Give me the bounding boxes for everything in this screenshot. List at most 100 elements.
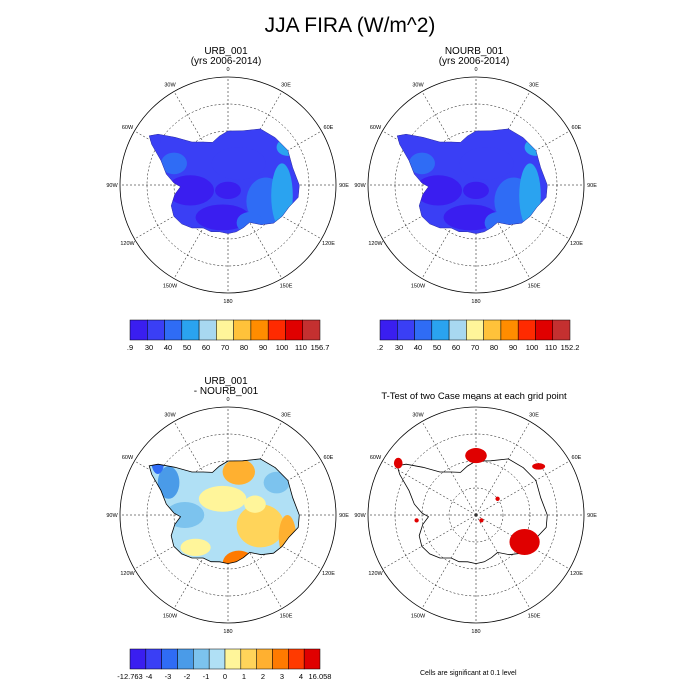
field-cell bbox=[409, 152, 435, 175]
colorbar-3-tick-label: -12.763 bbox=[117, 672, 143, 681]
field-cell bbox=[161, 152, 187, 175]
colorbar-1-tick-label: 100 bbox=[275, 343, 289, 352]
panel-1-title-line2: (yrs 2006-2014) bbox=[190, 56, 262, 67]
field-cell bbox=[244, 495, 266, 513]
longitude-label: 60W bbox=[122, 125, 134, 131]
colorbar-1-swatch bbox=[233, 319, 252, 341]
longitude-label: 30E bbox=[281, 83, 291, 89]
coastline-4 bbox=[396, 458, 548, 565]
meridian-line bbox=[382, 514, 477, 570]
field-cell bbox=[198, 485, 247, 512]
longitude-label: 0 bbox=[474, 397, 477, 403]
latitude-circle bbox=[448, 487, 504, 543]
longitude-label: 120E bbox=[322, 241, 335, 247]
panel-3-title: URB_001 - NOURB_001 bbox=[116, 377, 336, 397]
colorbar-3-swatch bbox=[288, 648, 305, 670]
significant-cell bbox=[465, 448, 487, 464]
coastline-3 bbox=[148, 458, 300, 565]
colorbar-2-tick-label: 90 bbox=[508, 343, 518, 352]
longitude-label: 120E bbox=[570, 241, 583, 247]
significant-cell bbox=[509, 529, 540, 555]
colorbar-2-swatch bbox=[379, 319, 398, 341]
longitude-label: 60W bbox=[370, 455, 382, 461]
panel-2-title-line2: (yrs 2006-2014) bbox=[438, 56, 510, 67]
field-cell bbox=[157, 466, 180, 499]
longitude-label: 90W bbox=[354, 183, 366, 189]
longitude-label: 150W bbox=[411, 613, 426, 619]
colorbar-2-swatch bbox=[552, 319, 571, 341]
panel-2-title: NOURB_001 (yrs 2006-2014) bbox=[364, 47, 584, 67]
colorbar-1-tick-label: 156.7 bbox=[310, 343, 330, 352]
longitude-label: 150E bbox=[528, 283, 541, 289]
colorbar-2-tick-label: 30 bbox=[394, 343, 404, 352]
longitude-label: 120E bbox=[322, 571, 335, 577]
field-cell bbox=[222, 458, 256, 485]
colorbar-2-tick-label: 80 bbox=[489, 343, 499, 352]
longitude-label: 180 bbox=[223, 299, 232, 305]
colorbar-3-tick-label: -3 bbox=[164, 672, 172, 681]
colorbar-1-swatch bbox=[198, 319, 217, 341]
colorbar-2-swatch bbox=[500, 319, 519, 341]
longitude-label: 30E bbox=[529, 83, 539, 89]
field-cell bbox=[263, 471, 290, 494]
significant-cell bbox=[393, 457, 403, 469]
field-cell bbox=[414, 175, 462, 206]
longitude-label: 90W bbox=[106, 183, 118, 189]
field-cell bbox=[202, 522, 233, 540]
longitude-label: 0 bbox=[226, 67, 229, 73]
longitude-label: 150W bbox=[163, 613, 178, 619]
colorbar-2-tick-label: 40 bbox=[413, 343, 423, 352]
field-cell bbox=[463, 181, 489, 200]
colorbar-3-swatch bbox=[208, 648, 226, 670]
meridian-line bbox=[475, 421, 531, 516]
colorbar-1-swatch bbox=[250, 319, 269, 341]
longitude-label: 150W bbox=[411, 283, 426, 289]
colorbar-2-tick-label: 70 bbox=[470, 343, 480, 352]
colorbar-2-swatch bbox=[414, 319, 433, 341]
field-cell bbox=[443, 204, 498, 231]
longitude-label: 60E bbox=[324, 455, 334, 461]
colorbar-1-swatch bbox=[129, 319, 148, 341]
significance-note: Cells are significant at 0.1 level bbox=[420, 670, 517, 677]
colorbar-3-tick-label: 4 bbox=[298, 672, 304, 681]
meridian-line bbox=[475, 460, 570, 516]
colorbar-3-swatch bbox=[145, 648, 162, 670]
significant-cell bbox=[479, 518, 484, 523]
colorbar-1-tick-label: .9 bbox=[126, 343, 134, 352]
panel-4-title-line1: T-Test of two Case means at each grid po… bbox=[381, 391, 567, 402]
colorbar-2-tick-label: 60 bbox=[451, 343, 461, 352]
colorbar-3-tick-label: 3 bbox=[279, 672, 285, 681]
longitude-label: 0 bbox=[226, 397, 229, 403]
colorbar-1-swatch bbox=[147, 319, 165, 341]
colorbar-1-tick-label: 110 bbox=[295, 343, 307, 352]
colorbar-1-swatch bbox=[302, 319, 321, 341]
longitude-label: 60E bbox=[572, 125, 582, 131]
longitude-label: 90E bbox=[587, 513, 597, 519]
colorbar-1-tick-label: 60 bbox=[201, 343, 211, 352]
map-boundary-circle bbox=[119, 406, 337, 624]
colorbar-2-tick-label: 152.2 bbox=[560, 343, 580, 352]
longitude-label: 90E bbox=[587, 183, 597, 189]
colorbar-3-tick-label: -4 bbox=[145, 672, 153, 681]
panel-1-title: URB_001 (yrs 2006-2014) bbox=[116, 47, 336, 67]
panel-2-title-line1: NOURB_001 bbox=[444, 46, 504, 57]
field-cell bbox=[236, 504, 285, 548]
map-boundary-circle bbox=[367, 76, 585, 294]
field-cell bbox=[215, 181, 241, 200]
longitude-label: 60W bbox=[122, 455, 134, 461]
meridian-line bbox=[421, 514, 477, 609]
coastline-1 bbox=[148, 128, 300, 234]
colorbar-1-swatch bbox=[285, 319, 303, 341]
colorbar-3-swatch bbox=[224, 648, 242, 670]
colorbar-1-tick-label: 40 bbox=[163, 343, 173, 352]
colorbar-2-tick-label: 50 bbox=[432, 343, 442, 352]
longitude-label: 180 bbox=[471, 299, 480, 305]
main-title: JJA FIRA (W/m^2) bbox=[264, 14, 436, 37]
colorbar-1-swatch bbox=[216, 319, 234, 341]
colorbar-3-swatch bbox=[177, 648, 194, 670]
map-boundary-circle bbox=[367, 406, 585, 624]
colorbar-3-swatch bbox=[161, 648, 178, 670]
colorbar-1-tick-label: 70 bbox=[220, 343, 230, 352]
colorbar-3-tick-label: 16.058 bbox=[308, 672, 332, 681]
longitude-label: 120E bbox=[570, 571, 583, 577]
